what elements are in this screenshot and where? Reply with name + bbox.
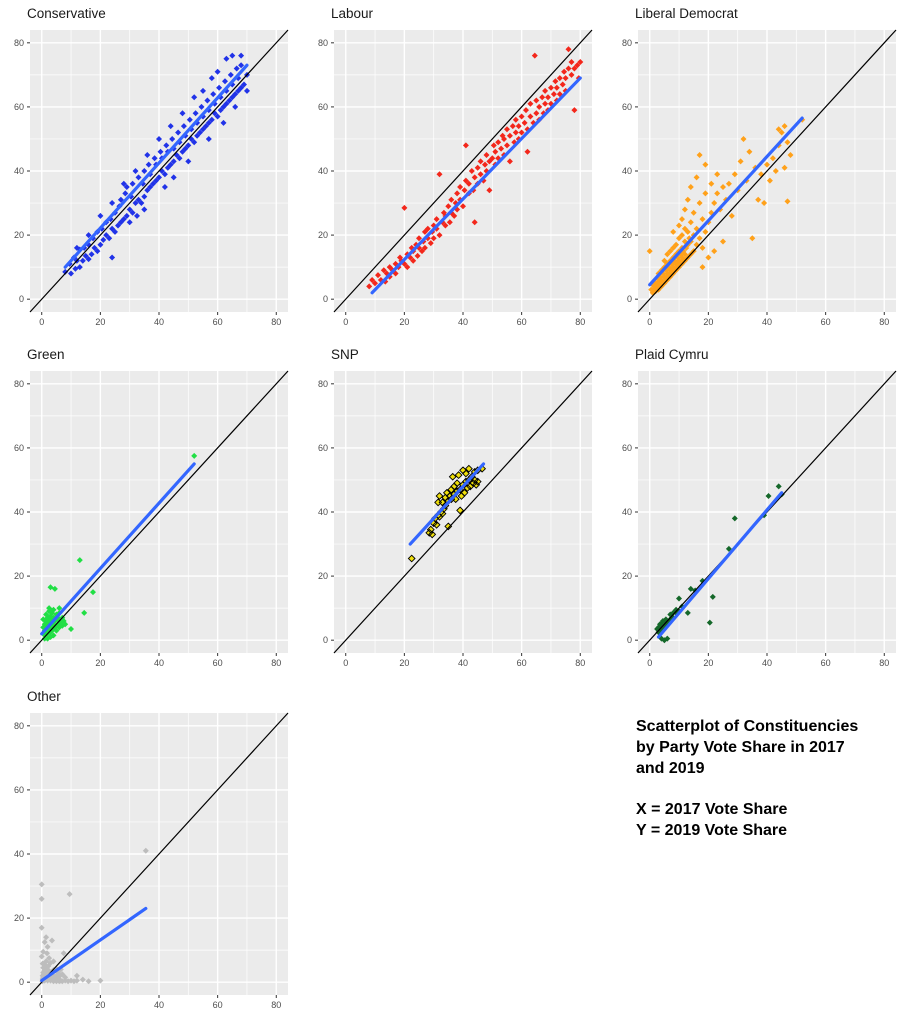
svg-text:80: 80 <box>879 317 889 327</box>
plaid-cymru-chart: 0 20 40 60 80 0 20 40 60 80 <box>622 370 897 668</box>
svg-text:0: 0 <box>19 635 24 645</box>
svg-text:20: 20 <box>95 658 105 668</box>
svg-text:20: 20 <box>703 658 713 668</box>
svg-text:80: 80 <box>318 379 328 389</box>
svg-text:0: 0 <box>627 294 632 304</box>
svg-text:40: 40 <box>762 317 772 327</box>
panel-title-liberal-democrat: Liberal Democrat <box>635 6 738 21</box>
svg-text:0: 0 <box>647 658 652 668</box>
panel-title-snp: SNP <box>331 347 359 362</box>
svg-text:80: 80 <box>575 658 585 668</box>
svg-text:20: 20 <box>703 317 713 327</box>
svg-text:60: 60 <box>821 317 831 327</box>
svg-text:0: 0 <box>19 294 24 304</box>
svg-text:60: 60 <box>821 658 831 668</box>
svg-text:40: 40 <box>154 317 164 327</box>
svg-text:20: 20 <box>14 230 24 240</box>
svg-text:40: 40 <box>154 658 164 668</box>
svg-text:20: 20 <box>399 317 409 327</box>
svg-text:0: 0 <box>323 635 328 645</box>
svg-text:0: 0 <box>19 977 24 987</box>
svg-text:80: 80 <box>318 38 328 48</box>
other-chart: 0 20 40 60 80 0 20 40 60 80 <box>14 712 289 1010</box>
svg-text:60: 60 <box>622 102 632 112</box>
svg-text:40: 40 <box>762 658 772 668</box>
labour-chart: 0 20 40 60 80 0 20 40 60 80 <box>318 29 593 327</box>
svg-text:60: 60 <box>517 317 527 327</box>
svg-text:80: 80 <box>575 317 585 327</box>
panel-title-labour: Labour <box>331 6 374 21</box>
panel-snp: SNP 0 20 40 60 80 0 20 40 60 80 <box>304 341 608 683</box>
svg-text:80: 80 <box>14 379 24 389</box>
svg-text:60: 60 <box>318 102 328 112</box>
green-chart: 0 20 40 60 80 0 20 40 60 80 <box>14 370 289 668</box>
svg-text:0: 0 <box>627 635 632 645</box>
svg-text:80: 80 <box>622 379 632 389</box>
svg-text:0: 0 <box>343 658 348 668</box>
panel-title-green: Green <box>27 347 65 362</box>
svg-text:20: 20 <box>14 913 24 923</box>
conservative-chart: 0 20 40 60 80 0 20 40 60 80 <box>14 29 289 327</box>
svg-text:40: 40 <box>622 507 632 517</box>
svg-text:80: 80 <box>271 1000 281 1010</box>
svg-text:60: 60 <box>14 102 24 112</box>
panel-labour: Labour 0 20 40 60 80 0 20 40 60 80 <box>304 0 608 341</box>
svg-text:40: 40 <box>622 166 632 176</box>
svg-text:40: 40 <box>318 166 328 176</box>
panel-conservative: Conservative 0 20 40 60 80 0 20 40 60 80 <box>0 0 304 341</box>
svg-text:60: 60 <box>14 785 24 795</box>
svg-text:0: 0 <box>39 317 44 327</box>
svg-text:20: 20 <box>95 317 105 327</box>
annotation-title: Scatterplot of Constituencies by Party V… <box>636 718 859 777</box>
panel-green: Green 0 20 40 60 80 0 20 40 60 80 <box>0 341 304 683</box>
svg-text:40: 40 <box>14 507 24 517</box>
panel-title-plaid-cymru: Plaid Cymru <box>635 347 709 362</box>
panel-liberal-democrat: Liberal Democrat 0 20 40 60 80 0 20 40 60 80 <box>608 0 913 341</box>
svg-text:80: 80 <box>14 38 24 48</box>
panel-title-conservative: Conservative <box>27 6 106 21</box>
svg-text:60: 60 <box>213 317 223 327</box>
svg-text:20: 20 <box>399 658 409 668</box>
svg-text:60: 60 <box>622 443 632 453</box>
svg-text:80: 80 <box>14 721 24 731</box>
svg-text:80: 80 <box>271 317 281 327</box>
svg-text:40: 40 <box>458 317 468 327</box>
svg-text:60: 60 <box>517 658 527 668</box>
svg-text:40: 40 <box>318 507 328 517</box>
svg-text:20: 20 <box>318 230 328 240</box>
svg-text:80: 80 <box>622 38 632 48</box>
svg-text:40: 40 <box>154 1000 164 1010</box>
panel-title-other: Other <box>27 689 61 704</box>
panel-plaid-cymru: Plaid Cymru 0 20 40 60 80 0 20 40 60 80 <box>608 341 913 683</box>
annotation-axis-note: X = 2017 Vote Share Y = 2019 Vote Share <box>636 801 788 840</box>
svg-text:0: 0 <box>39 658 44 668</box>
svg-text:20: 20 <box>622 230 632 240</box>
svg-text:80: 80 <box>271 658 281 668</box>
svg-text:0: 0 <box>39 1000 44 1010</box>
svg-text:60: 60 <box>14 443 24 453</box>
svg-text:40: 40 <box>14 166 24 176</box>
snp-chart: 0 20 40 60 80 0 20 40 60 80 <box>318 370 593 668</box>
svg-text:60: 60 <box>318 443 328 453</box>
svg-text:20: 20 <box>318 571 328 581</box>
svg-text:60: 60 <box>213 658 223 668</box>
svg-text:40: 40 <box>458 658 468 668</box>
svg-text:0: 0 <box>343 317 348 327</box>
svg-text:40: 40 <box>14 849 24 859</box>
annotation-block: Scatterplot of Constituencies by Party V… <box>608 683 913 1023</box>
svg-text:20: 20 <box>14 571 24 581</box>
svg-text:80: 80 <box>879 658 889 668</box>
svg-text:60: 60 <box>213 1000 223 1010</box>
svg-text:0: 0 <box>647 317 652 327</box>
svg-text:20: 20 <box>622 571 632 581</box>
liberal-democrat-chart: 0 20 40 60 80 0 20 40 60 80 <box>622 29 897 327</box>
svg-text:0: 0 <box>323 294 328 304</box>
panel-other: Other 0 20 40 60 80 0 20 40 60 80 <box>0 683 304 1023</box>
svg-text:20: 20 <box>95 1000 105 1010</box>
